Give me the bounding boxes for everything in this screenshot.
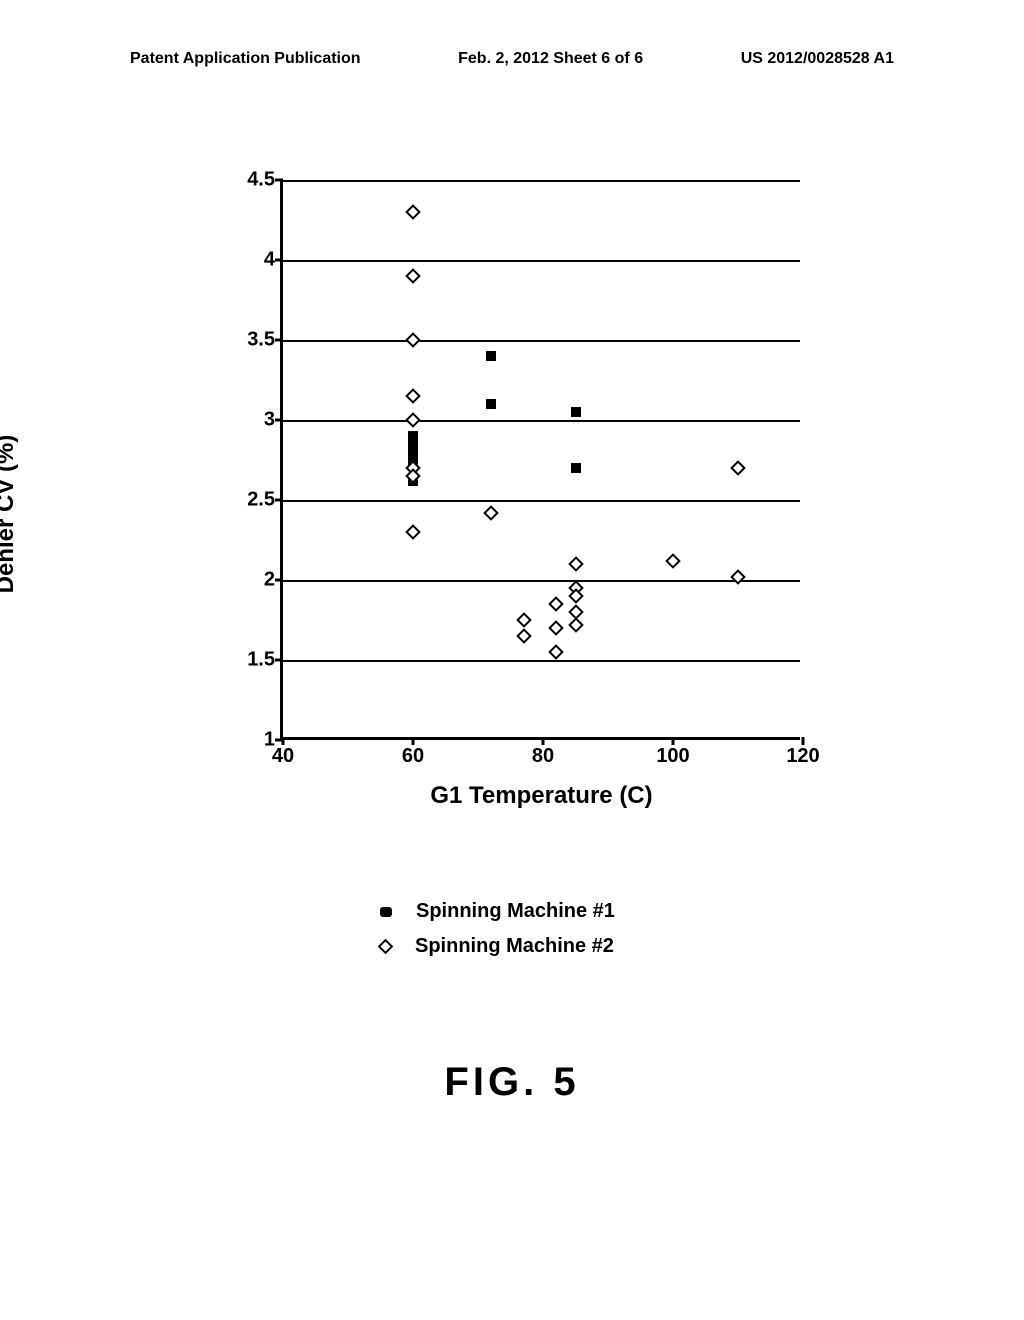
scatter-chart: Denier CV (%) G1 Temperature (C) 11.522.…	[200, 180, 800, 820]
y-tick-mark	[275, 339, 283, 342]
diamond-marker	[548, 596, 564, 612]
y-tick-label: 2.5	[247, 489, 275, 512]
diamond-marker	[730, 460, 746, 476]
diamond-marker	[730, 569, 746, 585]
y-tick-mark	[275, 259, 283, 262]
gridline	[283, 580, 800, 582]
gridline	[283, 180, 800, 182]
gridline	[283, 500, 800, 502]
x-tick-label: 120	[786, 745, 819, 768]
header-right: US 2012/0028528 A1	[741, 50, 894, 68]
y-tick-label: 3.5	[247, 329, 275, 352]
square-icon	[380, 907, 392, 917]
legend-label: Spinning Machine #2	[415, 935, 614, 958]
square-marker	[486, 399, 496, 409]
diamond-marker	[405, 204, 421, 220]
y-tick-label: 4.5	[247, 169, 275, 192]
gridline	[283, 420, 800, 422]
square-marker	[571, 463, 581, 473]
x-tick-mark	[412, 737, 415, 745]
diamond-marker	[405, 332, 421, 348]
gridline	[283, 340, 800, 342]
x-tick-mark	[542, 737, 545, 745]
x-tick-label: 80	[532, 745, 554, 768]
x-tick-label: 40	[272, 745, 294, 768]
x-axis-label: G1 Temperature (C)	[430, 782, 652, 810]
y-tick-label: 3	[264, 409, 275, 432]
y-tick-mark	[275, 419, 283, 422]
square-marker	[486, 351, 496, 361]
diamond-marker	[405, 268, 421, 284]
page-header: Patent Application Publication Feb. 2, 2…	[0, 50, 1024, 68]
diamond-icon	[378, 939, 394, 955]
diamond-marker	[665, 553, 681, 569]
x-tick-mark	[282, 737, 285, 745]
y-tick-mark	[275, 659, 283, 662]
gridline	[283, 260, 800, 262]
square-marker	[408, 431, 418, 441]
diamond-marker	[405, 412, 421, 428]
header-left: Patent Application Publication	[130, 50, 361, 68]
diamond-marker	[548, 644, 564, 660]
diamond-marker	[568, 617, 584, 633]
diamond-marker	[405, 388, 421, 404]
y-tick-label: 2	[264, 569, 275, 592]
x-tick-mark	[672, 737, 675, 745]
y-tick-mark	[275, 579, 283, 582]
legend-label: Spinning Machine #1	[416, 900, 615, 923]
legend-item: Spinning Machine #1	[380, 900, 615, 923]
x-tick-mark	[802, 737, 805, 745]
chart-legend: Spinning Machine #1 Spinning Machine #2	[380, 900, 615, 970]
y-tick-mark	[275, 179, 283, 182]
plot-area: G1 Temperature (C) 11.522.533.544.540608…	[280, 180, 800, 740]
diamond-marker	[405, 524, 421, 540]
x-tick-label: 100	[656, 745, 689, 768]
y-tick-label: 4	[264, 249, 275, 272]
diamond-marker	[483, 505, 499, 521]
gridline	[283, 660, 800, 662]
y-tick-mark	[275, 499, 283, 502]
legend-item: Spinning Machine #2	[380, 935, 615, 958]
diamond-marker	[516, 612, 532, 628]
y-tick-label: 1.5	[247, 649, 275, 672]
diamond-marker	[548, 620, 564, 636]
figure-label: FIG. 5	[444, 1060, 579, 1105]
diamond-marker	[516, 628, 532, 644]
header-center: Feb. 2, 2012 Sheet 6 of 6	[458, 50, 643, 68]
x-tick-label: 60	[402, 745, 424, 768]
square-marker	[571, 407, 581, 417]
diamond-marker	[568, 556, 584, 572]
y-axis-label: Denier CV (%)	[0, 435, 20, 594]
